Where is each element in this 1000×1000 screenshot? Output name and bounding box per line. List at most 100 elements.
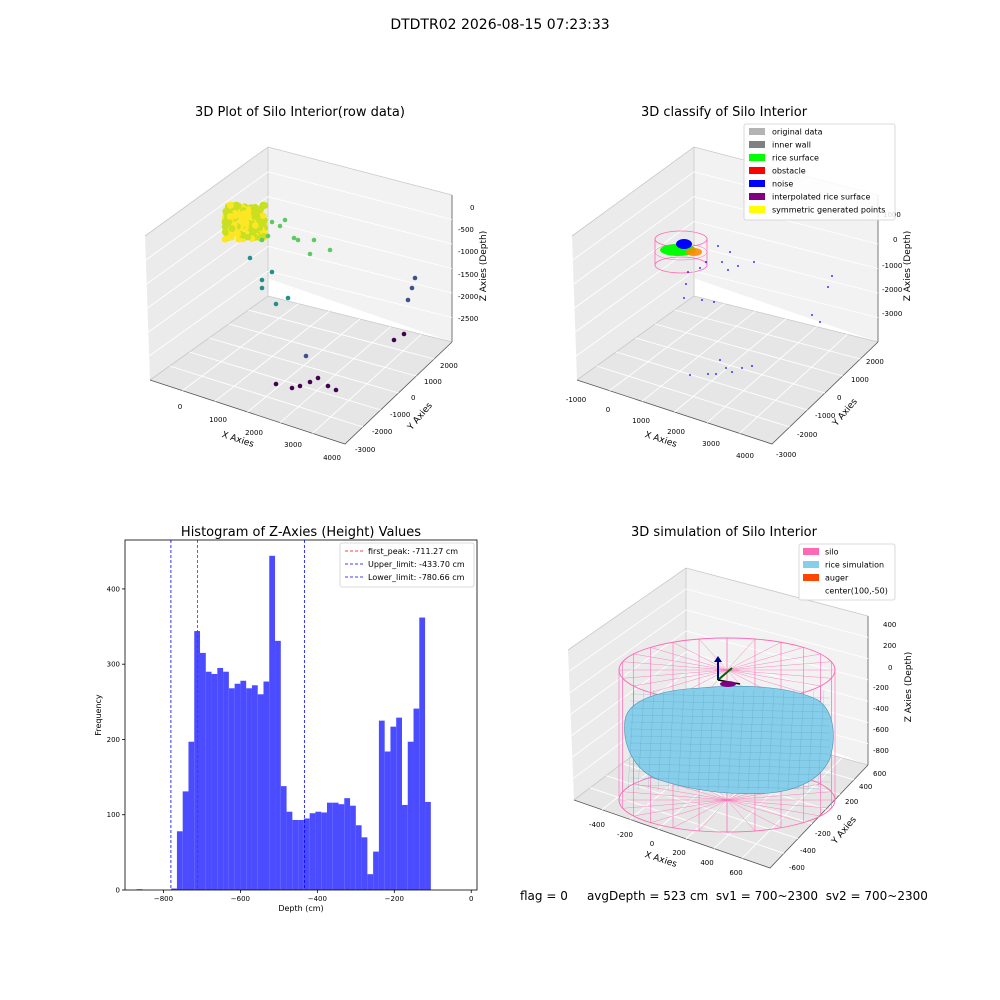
plot2-ytick: 0 <box>837 394 841 402</box>
histogram-bar <box>407 741 414 890</box>
histogram-xtick: −600 <box>231 895 250 903</box>
plot4-ztick: 200 <box>883 642 896 650</box>
gridline <box>685 609 869 660</box>
plot4-ztick: 400 <box>883 621 896 629</box>
scatter-point <box>327 247 333 253</box>
legend-label: rice simulation <box>825 561 884 570</box>
histogram-bar <box>367 874 374 890</box>
plot4-ytick: 200 <box>845 798 858 806</box>
plot4-ztick: -800 <box>873 747 889 755</box>
gridline <box>693 221 879 269</box>
plot4-ytick: -200 <box>815 830 831 838</box>
histogram-bar <box>315 811 322 890</box>
scatter-point <box>297 383 303 389</box>
histogram-xlabel: Depth (cm) <box>278 904 323 913</box>
scatter-point <box>277 223 283 229</box>
histogram-bar <box>344 798 351 890</box>
histogram-bar <box>234 683 241 890</box>
histogram-bar <box>171 888 177 890</box>
scatter-point <box>247 255 253 261</box>
histogram-xtick: 0 <box>469 895 473 903</box>
scatter-point <box>245 213 253 221</box>
plot2-xtick: 3000 <box>702 440 720 448</box>
legend-label: rice surface <box>772 154 819 163</box>
plot1-xtick: 2000 <box>245 429 263 437</box>
legend-swatch <box>803 561 819 568</box>
histogram-bar <box>263 681 270 890</box>
gridline <box>575 270 695 357</box>
plot1-ytick: 2000 <box>440 362 458 370</box>
scatter-point <box>315 375 321 381</box>
plot1-ztick: -500 <box>458 226 474 234</box>
scatter-point <box>311 237 317 243</box>
plot4-ytick: 400 <box>859 783 872 791</box>
scatter-point <box>232 201 240 209</box>
scatter-point <box>251 221 259 229</box>
gridline <box>574 221 695 309</box>
histogram-bar <box>355 825 362 890</box>
plot2-ytick: 1000 <box>851 376 869 384</box>
histogram-bar <box>332 802 339 890</box>
noise-point <box>731 371 733 373</box>
legend-label: symmetric generated points <box>772 206 885 215</box>
legend-label: silo <box>825 548 839 557</box>
plot1-ztick: -1500 <box>458 271 478 279</box>
scatter-point <box>307 251 313 257</box>
noise-point <box>685 283 687 285</box>
plot2-zlabel: Z Axies (Depth) <box>903 231 913 302</box>
gridline <box>685 630 869 681</box>
noise-point <box>729 251 731 253</box>
noise-point <box>737 265 739 267</box>
scatter-point <box>307 379 313 385</box>
plot2-ztick: -2000 <box>882 286 902 294</box>
gridline <box>575 245 695 333</box>
scatter-point <box>221 235 229 243</box>
scatter-point <box>259 237 265 243</box>
legend-swatch <box>749 154 765 161</box>
plot4-legend: silo rice simulation auger center(100,-50) <box>798 543 896 601</box>
scatter-point <box>251 203 259 211</box>
plot1-xtick: 1000 <box>209 416 227 424</box>
scatter-point <box>269 269 275 275</box>
plot2-title: 3D classify of Silo Interior <box>641 105 808 120</box>
plot4-z-ticks: -800 -600 -400 -200 0 200 400 <box>873 621 896 755</box>
rice-simulation-surface <box>624 685 834 795</box>
noise-point <box>721 261 723 263</box>
plot1-xtick: 4000 <box>323 454 341 462</box>
noise-point <box>753 261 755 263</box>
histogram-bar <box>338 804 345 890</box>
scatter-point <box>231 212 239 220</box>
scatter-point <box>282 217 288 223</box>
noise-point <box>701 299 703 301</box>
histogram-bar <box>326 802 333 890</box>
legend-label: Lower_limit: -780.66 cm <box>368 573 465 582</box>
histogram-bar <box>396 717 402 890</box>
plot4-title: 3D simulation of Silo Interior <box>631 525 818 540</box>
histogram-legend: first_peak: -711.27 cm Upper_limit: -433.… <box>339 542 475 588</box>
scatter-point <box>259 201 267 209</box>
legend-swatch <box>749 167 765 174</box>
plot2-x-ticks: -1000 0 1000 2000 3000 4000 <box>566 396 754 460</box>
plot4-ztick: 0 <box>888 664 892 672</box>
plot1-ztick: -1000 <box>458 248 478 256</box>
histogram-ylabel: Frequency <box>94 694 103 736</box>
plot1-ztick: 0 <box>470 204 474 212</box>
legend-swatch <box>803 574 819 581</box>
histogram-bar <box>413 708 420 890</box>
plot2-ztick: 0 <box>893 236 897 244</box>
legend-label: first_peak: -711.27 cm <box>368 547 458 556</box>
histogram-xtick: −800 <box>154 895 173 903</box>
histogram-ytick: 200 <box>107 736 120 744</box>
legend-label: obstacle <box>772 167 806 176</box>
histogram-bar <box>223 671 229 890</box>
legend-label: Upper_limit: -433.70 cm <box>368 560 465 569</box>
scatter-point <box>409 285 415 291</box>
histogram-ytick: 0 <box>116 887 120 895</box>
histogram-bar <box>361 837 368 890</box>
gridline <box>605 775 799 839</box>
noise-point <box>727 269 729 271</box>
plot4-ztick: -200 <box>873 684 889 692</box>
noise-point <box>751 365 753 367</box>
scatter-point <box>289 385 295 391</box>
